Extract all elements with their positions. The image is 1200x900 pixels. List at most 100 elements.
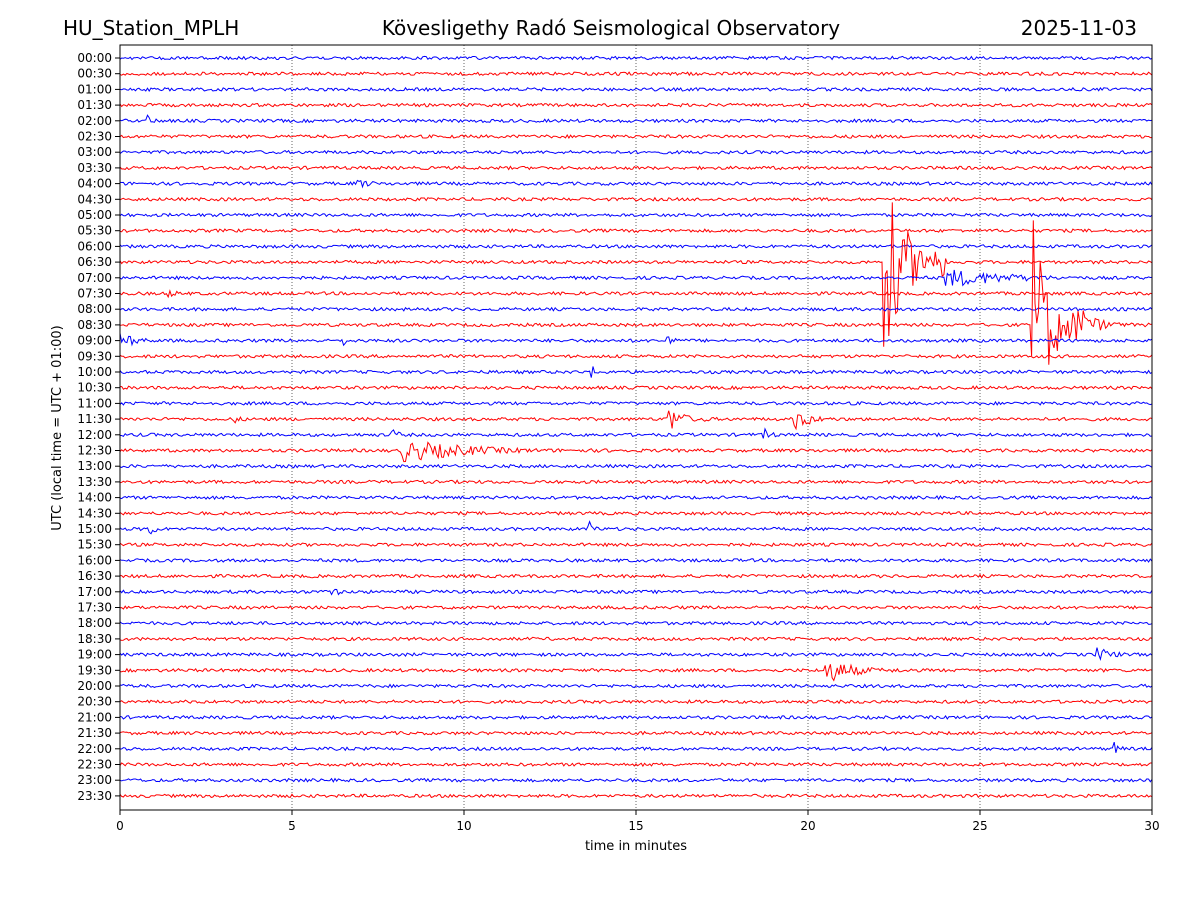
y-tick-label: 21:30 bbox=[77, 726, 112, 740]
x-tick-label: 30 bbox=[1144, 819, 1159, 833]
trace-line bbox=[119, 114, 1153, 124]
trace-line bbox=[119, 588, 1153, 596]
y-tick-label: 15:00 bbox=[77, 522, 112, 536]
station-name: HU_Station_MPLH bbox=[63, 16, 239, 40]
grid-lines bbox=[291, 45, 981, 810]
trace-line bbox=[119, 620, 1153, 626]
trace-line bbox=[119, 228, 1153, 234]
y-tick-label: 03:30 bbox=[77, 161, 112, 175]
y-tick-label: 08:00 bbox=[77, 302, 112, 316]
trace-line bbox=[119, 777, 1153, 783]
trace-line bbox=[119, 385, 1153, 391]
y-tick-label: 14:30 bbox=[77, 506, 112, 520]
y-tick-label: 10:30 bbox=[77, 381, 112, 395]
y-tick-label: 00:30 bbox=[77, 67, 112, 81]
y-tick-label: 12:30 bbox=[77, 444, 112, 458]
y-tick-label: 02:00 bbox=[77, 114, 112, 128]
y-tick-label: 17:00 bbox=[77, 585, 112, 599]
y-tick-label: 09:00 bbox=[77, 334, 112, 348]
trace-line bbox=[119, 463, 1153, 469]
y-tick-label: 16:30 bbox=[77, 569, 112, 583]
y-tick-label: 05:00 bbox=[77, 208, 112, 222]
y-tick-label: 22:00 bbox=[77, 742, 112, 756]
y-tick-label: 22:30 bbox=[77, 758, 112, 772]
y-tick-label: 15:30 bbox=[77, 538, 112, 552]
y-tick-label: 09:30 bbox=[77, 349, 112, 363]
y-tick-label: 18:30 bbox=[77, 632, 112, 646]
trace-line bbox=[119, 71, 1153, 77]
trace-line bbox=[119, 366, 1153, 378]
trace-line bbox=[119, 165, 1153, 171]
trace-line bbox=[119, 333, 1153, 347]
y-tick-label: 18:00 bbox=[77, 616, 112, 630]
y-tick-label: 01:30 bbox=[77, 98, 112, 112]
y-tick-label: 10:00 bbox=[77, 365, 112, 379]
y-tick-label: 01:00 bbox=[77, 82, 112, 96]
trace-line bbox=[119, 762, 1152, 768]
trace-line bbox=[119, 714, 1153, 720]
plot-frame bbox=[119, 44, 1153, 811]
y-tick-label: 23:30 bbox=[77, 789, 112, 803]
trace-line bbox=[119, 149, 1153, 155]
trace-line bbox=[119, 55, 1153, 61]
y-tick-label: 08:30 bbox=[77, 318, 112, 332]
trace-line bbox=[119, 400, 1153, 406]
y-tick-label: 23:00 bbox=[77, 773, 112, 787]
x-tick-label: 5 bbox=[288, 819, 296, 833]
trace-line bbox=[120, 427, 1153, 439]
y-tick-label: 20:30 bbox=[77, 695, 112, 709]
y-tick-label: 06:30 bbox=[77, 255, 112, 269]
y-tick-label: 07:00 bbox=[77, 271, 112, 285]
x-tick-label: 25 bbox=[972, 819, 987, 833]
y-tick-label: 00:00 bbox=[77, 51, 112, 65]
trace-line bbox=[119, 133, 1152, 140]
trace-line bbox=[119, 605, 1153, 610]
trace-line bbox=[119, 479, 1153, 485]
y-tick-label: 03:00 bbox=[77, 145, 112, 159]
trace-line bbox=[119, 202, 1153, 347]
trace-line bbox=[120, 573, 1153, 579]
trace-line bbox=[119, 243, 1153, 249]
y-tick-label: 13:30 bbox=[77, 475, 112, 489]
trace-line bbox=[119, 647, 1153, 661]
trace-line bbox=[119, 699, 1153, 705]
trace-line bbox=[119, 220, 1153, 365]
trace-line bbox=[119, 730, 1153, 736]
trace-line bbox=[119, 557, 1153, 563]
y-tick-label: 19:00 bbox=[77, 648, 112, 662]
trace-line bbox=[119, 636, 1153, 642]
trace-line bbox=[119, 212, 1153, 218]
trace-line bbox=[119, 289, 1153, 299]
x-axis-ticks: 0 5 10 15 20 25 30 bbox=[116, 810, 1160, 833]
trace-line bbox=[119, 741, 1153, 753]
y-tick-label: 06:00 bbox=[77, 239, 112, 253]
trace-line bbox=[119, 683, 1153, 689]
chart-title: Kövesligethy Radó Seismological Observat… bbox=[382, 16, 840, 40]
y-tick-label: 21:00 bbox=[77, 710, 112, 724]
y-axis-label: UTC (local time = UTC + 01:00) bbox=[50, 325, 65, 530]
trace-line bbox=[119, 196, 1153, 202]
y-tick-label: 19:30 bbox=[77, 663, 112, 677]
trace-line bbox=[119, 353, 1153, 359]
y-tick-label: 11:30 bbox=[77, 412, 112, 426]
y-tick-label: 04:00 bbox=[77, 177, 112, 191]
y-tick-label: 05:30 bbox=[77, 224, 112, 238]
y-tick-label: 17:30 bbox=[77, 601, 112, 615]
traces bbox=[119, 55, 1153, 799]
trace-line bbox=[119, 542, 1153, 548]
trace-line bbox=[119, 269, 1153, 287]
x-axis-label: time in minutes bbox=[585, 839, 687, 854]
y-tick-label: 07:30 bbox=[77, 287, 112, 301]
trace-line bbox=[119, 520, 1153, 535]
trace-line bbox=[119, 179, 1153, 189]
y-tick-label: 02:30 bbox=[77, 130, 112, 144]
y-tick-label: 12:00 bbox=[77, 428, 112, 442]
trace-line bbox=[119, 510, 1153, 516]
trace-line bbox=[119, 410, 1153, 431]
y-tick-label: 16:00 bbox=[77, 553, 112, 567]
trace-line bbox=[119, 86, 1153, 92]
trace-line bbox=[119, 495, 1153, 501]
y-tick-label: 20:00 bbox=[77, 679, 112, 693]
